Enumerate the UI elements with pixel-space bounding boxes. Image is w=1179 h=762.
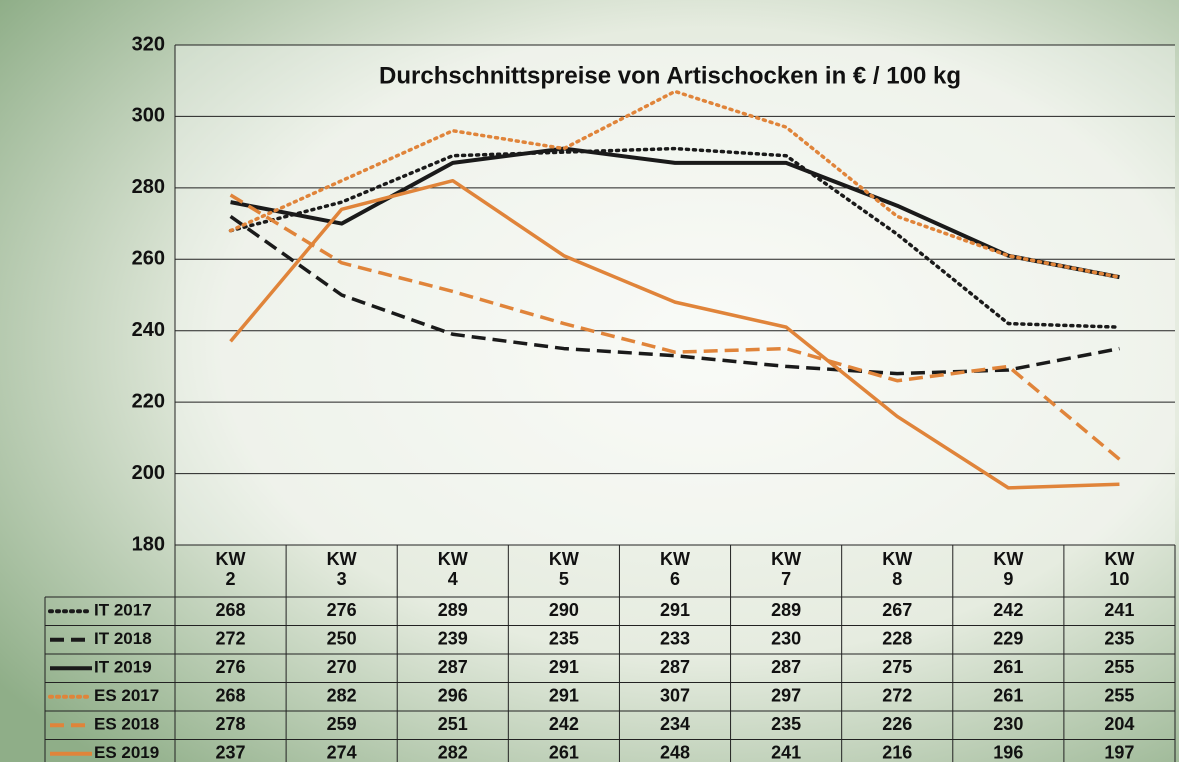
chart-title: Durchschnittspreise von Artischocken in … <box>379 62 961 89</box>
x-tick-label: KW 3 <box>327 549 357 589</box>
table-value: 267 <box>882 600 912 620</box>
x-tick-label: KW 9 <box>993 549 1023 589</box>
table-value: 261 <box>549 743 579 762</box>
table-value: 204 <box>1104 714 1134 734</box>
legend-label: IT 2018 <box>94 629 152 648</box>
table-value: 268 <box>216 600 246 620</box>
table-value: 272 <box>216 629 246 649</box>
table-value: 272 <box>882 686 912 706</box>
y-tick-label: 200 <box>132 462 165 484</box>
plot-area <box>175 45 1175 545</box>
table-value: 242 <box>993 600 1023 620</box>
table-value: 226 <box>882 714 912 734</box>
table-value: 289 <box>771 600 801 620</box>
table-value: 216 <box>882 743 912 762</box>
table-value: 274 <box>327 743 357 762</box>
table-value: 229 <box>993 629 1023 649</box>
table-value: 197 <box>1104 743 1134 762</box>
table-value: 282 <box>327 686 357 706</box>
table-value: 255 <box>1104 657 1134 677</box>
table-value: 270 <box>327 657 357 677</box>
table-value: 255 <box>1104 686 1134 706</box>
y-tick-label: 280 <box>132 176 165 198</box>
series-line <box>229 215 1120 376</box>
y-tick-label: 260 <box>132 248 165 270</box>
table-value: 278 <box>216 714 246 734</box>
legend-label: ES 2017 <box>94 686 159 705</box>
table-value: 230 <box>993 714 1023 734</box>
table-value: 237 <box>216 743 246 762</box>
table-value: 287 <box>660 657 690 677</box>
y-tick-label: 180 <box>132 533 165 555</box>
table-value: 234 <box>660 714 690 734</box>
table-value: 235 <box>771 714 801 734</box>
table-value: 241 <box>1104 600 1134 620</box>
table-value: 287 <box>438 657 468 677</box>
table-value: 235 <box>549 629 579 649</box>
table-value: 196 <box>993 743 1023 762</box>
table-value: 250 <box>327 629 357 649</box>
table-value: 291 <box>549 686 579 706</box>
table-value: 291 <box>660 600 690 620</box>
table-value: 239 <box>438 629 468 649</box>
table-value: 289 <box>438 600 468 620</box>
y-tick-label: 220 <box>132 390 165 412</box>
y-tick-label: 320 <box>132 33 165 55</box>
table-value: 251 <box>438 714 468 734</box>
table-value: 287 <box>771 657 801 677</box>
series-line <box>229 178 1120 490</box>
x-tick-label: KW 8 <box>882 549 912 589</box>
legend-label: IT 2019 <box>94 658 152 677</box>
table-value: 307 <box>660 686 690 706</box>
table-value: 241 <box>771 743 801 762</box>
table-value: 275 <box>882 657 912 677</box>
x-tick-label: KW 7 <box>771 549 801 589</box>
legend-label: ES 2018 <box>94 715 159 734</box>
legend-label: ES 2019 <box>94 743 159 762</box>
y-tick-label: 300 <box>132 105 165 127</box>
series-line <box>230 146 1120 280</box>
table-value: 290 <box>549 600 579 620</box>
table-value: 268 <box>216 686 246 706</box>
table-value: 291 <box>549 657 579 677</box>
table-value: 297 <box>771 686 801 706</box>
table-value: 296 <box>438 686 468 706</box>
table-value: 230 <box>771 629 801 649</box>
series-line <box>228 89 1122 279</box>
series-line <box>228 146 1122 329</box>
x-tick-label: KW 2 <box>216 549 246 589</box>
table-value: 242 <box>549 714 579 734</box>
table-value: 276 <box>327 600 357 620</box>
x-tick-label: KW 4 <box>438 549 468 589</box>
table-value: 261 <box>993 657 1023 677</box>
table-value: 259 <box>327 714 357 734</box>
table-value: 228 <box>882 629 912 649</box>
x-tick-label: KW 6 <box>660 549 690 589</box>
series-line <box>229 193 1121 461</box>
table-value: 235 <box>1104 629 1134 649</box>
table-value: 282 <box>438 743 468 762</box>
table-value: 248 <box>660 743 690 762</box>
legend-label: IT 2017 <box>94 601 152 620</box>
y-tick-label: 240 <box>132 319 165 341</box>
table-value: 233 <box>660 629 690 649</box>
x-tick-label: KW 10 <box>1104 549 1134 589</box>
x-tick-label: KW 5 <box>549 549 579 589</box>
table-value: 261 <box>993 686 1023 706</box>
table-value: 276 <box>216 657 246 677</box>
